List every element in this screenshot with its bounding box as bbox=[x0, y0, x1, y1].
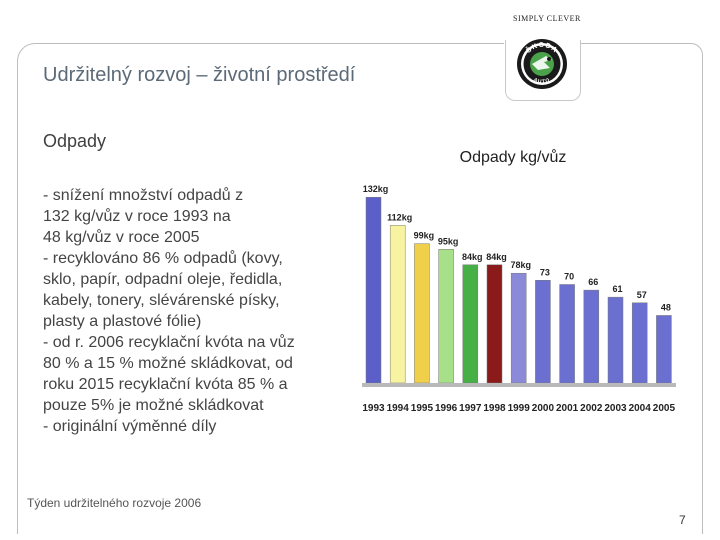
data-label-1996: 95kg bbox=[438, 236, 459, 246]
body-line: 80 % a 15 % možné skládkovat, od bbox=[43, 355, 293, 372]
body-line: 48 kg/vůz v roce 2005 bbox=[43, 229, 200, 246]
slide-title: Udržitelný rozvoj – životní prostředí bbox=[43, 64, 356, 86]
body-line: - originální výměnné díly bbox=[43, 418, 217, 435]
body-line: plasty a plastové fólie) bbox=[43, 313, 202, 330]
data-label-2000: 73 bbox=[540, 267, 550, 277]
body-line: - recyklováno 86 % odpadů (kovy, bbox=[43, 250, 283, 267]
bar-1997 bbox=[462, 264, 479, 384]
tagline: SIMPLY CLEVER bbox=[513, 14, 581, 23]
tick-label-1997: 1997 bbox=[459, 403, 482, 414]
data-label-1999: 78kg bbox=[510, 260, 531, 270]
bar-2001 bbox=[559, 284, 575, 384]
body-line: kabely, tonery, slévárenské písky, bbox=[43, 292, 280, 309]
data-label-2002: 66 bbox=[588, 277, 598, 287]
tick-label-2000: 2000 bbox=[532, 403, 555, 414]
tick-label-2003: 2003 bbox=[604, 403, 627, 414]
bar-2002 bbox=[583, 289, 600, 384]
body-text: - snížení množství odpadů z 132 kg/vůz v… bbox=[43, 185, 353, 437]
slide-frame bbox=[17, 43, 703, 534]
bar-1996 bbox=[438, 249, 454, 384]
tick-label-2001: 2001 bbox=[556, 403, 579, 414]
footer-text: Týden udržitelného rozvoje 2006 bbox=[27, 496, 202, 510]
data-label-1994: 112kg bbox=[387, 212, 412, 222]
bar-1994 bbox=[389, 225, 406, 384]
body-line: 132 kg/vůz v roce 1993 na bbox=[43, 208, 231, 225]
bar-2005 bbox=[656, 315, 672, 384]
body-line: roku 2015 recyklační kvóta 85 % a bbox=[43, 376, 288, 393]
bar-2003 bbox=[607, 296, 624, 384]
tick-label-2004: 2004 bbox=[629, 403, 652, 414]
skoda-logo: ŠKODA AUTO bbox=[517, 39, 567, 89]
tick-label-2005: 2005 bbox=[653, 403, 676, 414]
tick-label-1998: 1998 bbox=[483, 403, 506, 414]
data-label-2001: 70 bbox=[564, 271, 574, 281]
data-label-2004: 57 bbox=[637, 290, 647, 300]
page-number: 7 bbox=[679, 513, 686, 527]
data-label-2003: 61 bbox=[612, 284, 622, 294]
bar-1999 bbox=[510, 272, 527, 384]
slide-subtitle: Odpady bbox=[43, 131, 107, 151]
data-label-1993: 132kg bbox=[363, 184, 389, 194]
body-line: sklo, papír, odpadní oleje, ředidla, bbox=[43, 271, 283, 288]
tick-label-1994: 1994 bbox=[387, 403, 410, 414]
tick-label-1993: 1993 bbox=[362, 403, 385, 414]
bar-1995 bbox=[414, 243, 430, 384]
data-label-1995: 99kg bbox=[414, 231, 435, 241]
tick-label-1996: 1996 bbox=[435, 403, 458, 414]
bar-1993 bbox=[365, 196, 382, 384]
chart-title: Odpady kg/vůz bbox=[460, 148, 567, 166]
bar-2000 bbox=[535, 280, 551, 384]
body-line: - od r. 2006 recyklační kvóta na vůz bbox=[43, 334, 295, 351]
body-line: - snížení množství odpadů z bbox=[43, 187, 244, 204]
body-line: pouze 5% je možné skládkovat bbox=[43, 397, 264, 414]
tick-label-1999: 1999 bbox=[508, 403, 531, 414]
data-label-1998: 84kg bbox=[486, 252, 507, 262]
logo-text-bottom: AUTO bbox=[533, 77, 551, 85]
data-label-1997: 84kg bbox=[462, 252, 483, 262]
bar-1998 bbox=[486, 264, 503, 384]
tick-label-2002: 2002 bbox=[580, 403, 603, 414]
data-label-2005: 48 bbox=[661, 302, 671, 312]
tick-label-1995: 1995 bbox=[411, 403, 434, 414]
bar-2004 bbox=[631, 302, 648, 384]
svg-text:AUTO: AUTO bbox=[533, 77, 552, 85]
